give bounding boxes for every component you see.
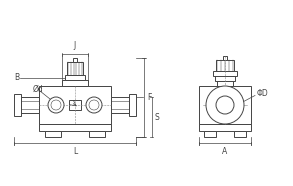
Circle shape [216, 96, 234, 114]
Bar [69, 100, 81, 110]
Text: L: L [73, 147, 77, 156]
Text: ΦD: ΦD [257, 89, 269, 98]
Bar [73, 58, 77, 62]
Circle shape [51, 100, 61, 110]
Bar [39, 86, 111, 124]
Circle shape [89, 100, 99, 110]
Bar [234, 131, 246, 137]
Bar [111, 97, 129, 113]
Text: S: S [155, 113, 160, 121]
Circle shape [48, 97, 64, 113]
Bar [65, 75, 85, 80]
Bar [199, 86, 251, 124]
Bar [67, 62, 83, 75]
Bar [21, 97, 39, 113]
Text: Ød: Ød [33, 84, 43, 94]
Bar [204, 131, 216, 137]
Circle shape [206, 86, 244, 124]
Circle shape [86, 97, 102, 113]
Bar [62, 80, 88, 86]
Bar [217, 81, 233, 86]
Bar [223, 56, 227, 60]
Bar [45, 131, 61, 137]
Text: A: A [222, 147, 228, 156]
Bar [199, 124, 251, 131]
Bar [14, 94, 21, 116]
Bar [89, 131, 105, 137]
Bar [215, 76, 235, 81]
Bar [129, 94, 136, 116]
Bar [216, 60, 234, 71]
Bar [39, 124, 111, 131]
Text: B: B [14, 73, 19, 82]
Text: F: F [147, 93, 151, 102]
Text: J: J [74, 41, 76, 50]
Bar [213, 71, 237, 76]
